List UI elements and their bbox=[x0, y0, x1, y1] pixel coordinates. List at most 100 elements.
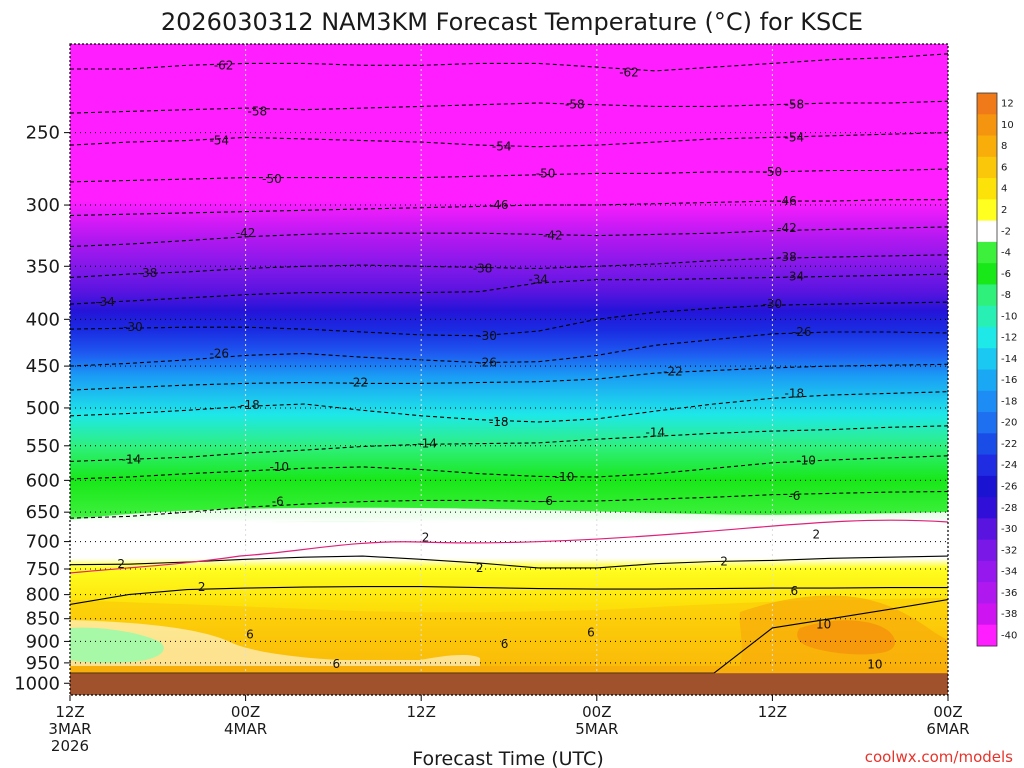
x-tick-label: 5MAR bbox=[575, 720, 618, 738]
colorbar-swatch bbox=[977, 539, 997, 562]
contour-label: -46 bbox=[777, 194, 797, 208]
y-tick-label: 950 bbox=[26, 653, 60, 674]
x-tick-label: 12Z bbox=[758, 703, 787, 721]
contour-label: -30 bbox=[123, 320, 143, 334]
colorbar-label: -8 bbox=[1001, 290, 1011, 301]
contour-label: -22 bbox=[663, 364, 683, 378]
contour-label: 2 bbox=[198, 580, 206, 594]
plot-border bbox=[69, 43, 949, 696]
y-tick-label: 750 bbox=[26, 559, 60, 580]
x-tick-label: 00Z bbox=[231, 703, 260, 721]
contour-label: -38 bbox=[138, 266, 158, 280]
colorbar-label: -4 bbox=[1001, 248, 1011, 259]
x-axis-label: Forecast Time (UTC) bbox=[412, 748, 603, 768]
contour-label: -6 bbox=[541, 494, 553, 508]
colorbar-label: -38 bbox=[1001, 609, 1017, 620]
colorbar-swatch bbox=[977, 199, 997, 222]
contour-label: -50 bbox=[536, 166, 556, 180]
contour-label: -18 bbox=[489, 415, 509, 429]
colorbar-label: -32 bbox=[1001, 545, 1017, 556]
contour-label: -22 bbox=[348, 376, 368, 390]
colorbar-label: -2 bbox=[1001, 226, 1011, 237]
contour-label: 6 bbox=[246, 627, 254, 641]
colorbar-label: -26 bbox=[1001, 481, 1017, 492]
y-tick-label: 250 bbox=[26, 123, 60, 144]
contour-line--50 bbox=[70, 168, 948, 183]
contour-label: -34 bbox=[528, 273, 548, 287]
contour-label: -14 bbox=[417, 437, 437, 451]
warm-layer-6 bbox=[70, 598, 948, 666]
colorbar-swatch bbox=[977, 560, 997, 583]
colorbar-swatch bbox=[977, 263, 997, 285]
colorbar-label: -10 bbox=[1001, 311, 1017, 322]
y-tick-label: 550 bbox=[26, 436, 60, 457]
contour-line--46 bbox=[70, 199, 948, 217]
colorbar-swatch bbox=[977, 135, 997, 158]
x-tick-label: 6MAR bbox=[926, 720, 969, 738]
colorbar-label: -6 bbox=[1001, 269, 1011, 280]
contour-label: -26 bbox=[477, 356, 497, 370]
colorbar-frame bbox=[976, 92, 998, 647]
y-tick-label: 1000 bbox=[14, 673, 60, 694]
near-surface-cool-layer bbox=[70, 620, 480, 666]
colorbar-swatch bbox=[977, 114, 997, 136]
colorbar-swatch bbox=[977, 433, 997, 455]
contour-label: -10 bbox=[796, 454, 816, 468]
colorbar: 12 10 8 6 4 2 -2 -4 -6 -8 -10 -12 -14 -16 -18 -20 -22 -24… bbox=[976, 92, 1017, 647]
y-tick-label: 800 bbox=[26, 585, 60, 606]
contour-label: 6 bbox=[501, 637, 509, 651]
contour-label: -42 bbox=[777, 221, 797, 235]
colorbar-label: 6 bbox=[1001, 162, 1007, 173]
colorbar-swatch bbox=[977, 624, 997, 647]
colorbar-swatch bbox=[977, 412, 997, 434]
contour-label: -62 bbox=[619, 66, 639, 80]
colorbar-swatch bbox=[977, 326, 997, 349]
x-tick-label: 3MAR bbox=[48, 720, 91, 738]
contour-label: -26 bbox=[209, 347, 229, 361]
colorbar-label: 2 bbox=[1001, 205, 1007, 216]
colorbar-label: 8 bbox=[1001, 141, 1007, 152]
x-tick-label: 00Z bbox=[582, 703, 611, 721]
contour-label: -34 bbox=[785, 269, 805, 283]
contour-label: 10 bbox=[867, 658, 882, 672]
credit-link[interactable]: coolwx.com/models bbox=[865, 748, 1013, 766]
freezing-level-line bbox=[70, 519, 948, 574]
colorbar-label: -12 bbox=[1001, 333, 1017, 344]
temperature-features bbox=[70, 507, 948, 666]
contour-label: -54 bbox=[492, 140, 512, 154]
colorbar-label: -24 bbox=[1001, 460, 1017, 471]
contour-label: -58 bbox=[565, 98, 585, 112]
contour-label: -10 bbox=[555, 470, 575, 484]
contour-label: -10 bbox=[269, 460, 289, 474]
contour-label: -6 bbox=[788, 489, 800, 503]
contour-labels: -62-62-58 -58 -58-54 -54-54-50 -50 -50-46 -46-… bbox=[95, 58, 882, 671]
colorbar-swatch bbox=[977, 518, 997, 541]
colorbar-swatch bbox=[977, 475, 997, 498]
colorbar-label: -40 bbox=[1001, 630, 1017, 641]
y-axis: 2503003504004505005506006507007508008509… bbox=[14, 123, 70, 694]
contour-label: -18 bbox=[240, 398, 260, 412]
colorbar-label: 10 bbox=[1001, 120, 1014, 131]
contour-label: -14 bbox=[646, 426, 666, 440]
grid bbox=[70, 44, 948, 695]
contour-label: -30 bbox=[763, 297, 783, 311]
chart-title: 2026030312 NAM3KM Forecast Temperature (… bbox=[161, 8, 863, 36]
colorbar-swatch bbox=[977, 497, 997, 519]
x-tick-label: 12Z bbox=[55, 703, 84, 721]
colorbar-label: -22 bbox=[1001, 439, 1017, 450]
below-ground-area bbox=[70, 673, 948, 695]
contour-label: -18 bbox=[785, 386, 805, 400]
colorbar-label: 12 bbox=[1001, 99, 1014, 110]
y-tick-label: 450 bbox=[26, 356, 60, 377]
contour-label: -58 bbox=[248, 104, 268, 118]
contour-line--58 bbox=[70, 100, 948, 114]
contour-label: 6 bbox=[791, 584, 799, 598]
contour-label: -30 bbox=[477, 329, 497, 343]
contour-line-2 bbox=[70, 586, 948, 605]
colorbar-swatch bbox=[977, 454, 997, 477]
colorbar-label: -20 bbox=[1001, 418, 1017, 429]
freezing-layer bbox=[70, 507, 948, 535]
contour-label: -62 bbox=[214, 58, 234, 72]
x-tick-label: 00Z bbox=[933, 703, 962, 721]
